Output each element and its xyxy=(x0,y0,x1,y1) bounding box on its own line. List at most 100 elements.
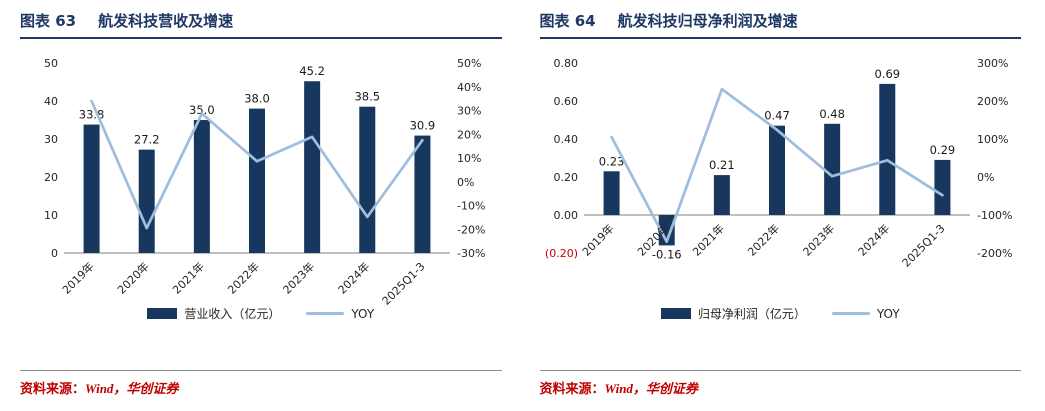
panel-title: 图表 64 航发科技归母净利润及增速 xyxy=(539,10,1021,39)
category-label: 2021年 xyxy=(689,221,726,258)
bar xyxy=(933,159,950,215)
bar xyxy=(83,124,100,253)
panel-title: 图表 63 航发科技营收及增速 xyxy=(20,10,502,39)
category-label: 2019年 xyxy=(59,259,96,296)
source-note: 资料来源：Wind，华创证券 xyxy=(20,370,502,403)
right-axis-tick-label: 300% xyxy=(977,57,1008,70)
category-label: 2022年 xyxy=(225,259,262,296)
right-axis-tick-label: -100% xyxy=(977,209,1012,222)
legend-item-revenue: 营业收入（亿元） xyxy=(147,305,280,322)
source-value: Wind，华创证券 xyxy=(604,381,698,396)
category-label: 2023年 xyxy=(799,221,836,258)
line-swatch-icon xyxy=(306,312,345,315)
legend-label-yoy: YOY xyxy=(351,306,375,321)
bar xyxy=(359,106,376,253)
bar xyxy=(414,135,431,253)
right-axis-tick-label: 100% xyxy=(977,133,1008,146)
left-axis-tick-label: 30 xyxy=(44,133,58,146)
right-axis-tick-label: 50% xyxy=(457,57,481,70)
bar-swatch-icon xyxy=(660,308,691,319)
category-label: 2025Q1-3 xyxy=(899,222,947,270)
right-axis-tick-label: -20% xyxy=(457,223,485,236)
bar-value-label: 38.5 xyxy=(354,90,380,104)
left-axis-tick-label: 0.00 xyxy=(553,209,578,222)
right-axis-tick-label: 10% xyxy=(457,152,481,165)
figure-title: 航发科技归母净利润及增速 xyxy=(617,12,798,30)
bar xyxy=(713,175,730,215)
left-axis-tick-label: 0 xyxy=(51,247,58,260)
right-axis-tick-label: -200% xyxy=(977,247,1012,260)
left-axis-tick-label: 50 xyxy=(44,57,58,70)
legend: 归母净利润（亿元） YOY xyxy=(540,305,1022,322)
category-label: 2023年 xyxy=(280,259,317,296)
right-axis-tick-label: 30% xyxy=(457,105,481,118)
bar xyxy=(138,149,155,253)
bar xyxy=(878,83,895,216)
right-axis-tick-label: -30% xyxy=(457,247,485,260)
bar-value-label: 0.29 xyxy=(929,143,955,157)
bar xyxy=(249,108,265,253)
source-label: 资料来源： xyxy=(20,382,86,397)
category-label: 2024年 xyxy=(335,259,372,296)
right-axis-tick-label: 0% xyxy=(457,176,474,189)
bar-value-label: 35.0 xyxy=(189,103,215,117)
category-label: 2020年 xyxy=(114,259,151,296)
revenue-growth-chart: 0 10 20 30 40 50 -30% -20% -10% 0% 10% 20% 30% 40% 50%… xyxy=(44,57,485,308)
bar-value-label: 0.69 xyxy=(874,67,900,81)
bar-value-label: 0.47 xyxy=(764,109,790,123)
left-axis-tick-label: 0.60 xyxy=(553,95,578,108)
bar xyxy=(823,123,840,215)
left-axis-tick-label: 40 xyxy=(44,95,58,108)
legend-item-net-profit: 归母净利润（亿元） xyxy=(660,305,806,322)
right-axis-tick-label: 40% xyxy=(457,81,481,94)
category-label: 2025Q1-3 xyxy=(380,260,428,308)
net-profit-growth-chart: (0.20) 0.00 0.20 0.40 0.60 0.80 -200% -100% 0% 10… xyxy=(544,57,1012,270)
left-axis-tick-label: 10 xyxy=(44,209,58,222)
bar-value-label: 27.2 xyxy=(134,133,160,147)
left-axis-tick-label: 0.80 xyxy=(553,57,578,70)
legend-item-yoy: YOY xyxy=(831,306,900,321)
bar-value-label: -0.16 xyxy=(651,247,681,261)
bar-value-label: 38.0 xyxy=(244,92,270,106)
bar-value-label: 0.21 xyxy=(709,158,735,172)
bar-value-label: 30.9 xyxy=(410,119,436,133)
legend-label-yoy: YOY xyxy=(876,306,900,321)
category-label: 2021年 xyxy=(170,259,207,296)
figure-number: 图表 63 xyxy=(20,12,77,30)
source-label: 资料来源： xyxy=(539,382,605,397)
legend-label-net-profit: 归母净利润（亿元） xyxy=(697,307,806,321)
bar-value-label: 0.23 xyxy=(598,154,624,168)
left-axis-tick-label: 0.20 xyxy=(553,171,578,184)
yoy-line xyxy=(609,87,944,243)
category-label: 2019年 xyxy=(579,221,616,258)
figure-number: 图表 64 xyxy=(539,12,596,30)
left-axis-tick-label: (0.20) xyxy=(544,247,577,260)
source-value: Wind，华创证券 xyxy=(85,381,179,396)
line-swatch-icon xyxy=(831,312,870,315)
category-label: 2024年 xyxy=(854,221,891,258)
right-axis-tick-label: 200% xyxy=(977,95,1008,108)
right-axis-tick-label: 0% xyxy=(977,171,994,184)
bar-swatch-icon xyxy=(147,308,178,319)
right-axis-tick-label: -10% xyxy=(457,200,485,213)
bar-value-label: 45.2 xyxy=(299,64,325,78)
bar-value-label: 0.48 xyxy=(819,107,845,121)
panel-net-profit-chart: 图表 64 航发科技归母净利润及增速 (0.20) 0.00 0.20 0.40 0.60… xyxy=(539,10,1022,403)
bar xyxy=(658,215,675,246)
legend-item-yoy: YOY xyxy=(306,307,374,321)
left-axis-tick-label: 20 xyxy=(44,171,58,184)
bar xyxy=(193,120,210,253)
legend-label-revenue: 营业收入（亿元） xyxy=(184,307,281,321)
source-note: 资料来源：Wind，华创证券 xyxy=(539,370,1021,403)
yoy-line xyxy=(90,99,424,230)
right-axis-tick-label: 20% xyxy=(457,128,481,141)
figure-title: 航发科技营收及增速 xyxy=(98,12,234,30)
bar xyxy=(304,81,321,253)
bar xyxy=(603,171,620,215)
legend: 营业收入（亿元） YOY xyxy=(20,305,502,322)
panel-revenue-chart: 图表 63 航发科技营收及增速 0 10 20 30 40 50 -30% -20% -10% 0%… xyxy=(20,10,502,403)
category-label: 2022年 xyxy=(744,221,781,258)
bar xyxy=(768,125,785,215)
left-axis-tick-label: 0.40 xyxy=(553,133,578,146)
